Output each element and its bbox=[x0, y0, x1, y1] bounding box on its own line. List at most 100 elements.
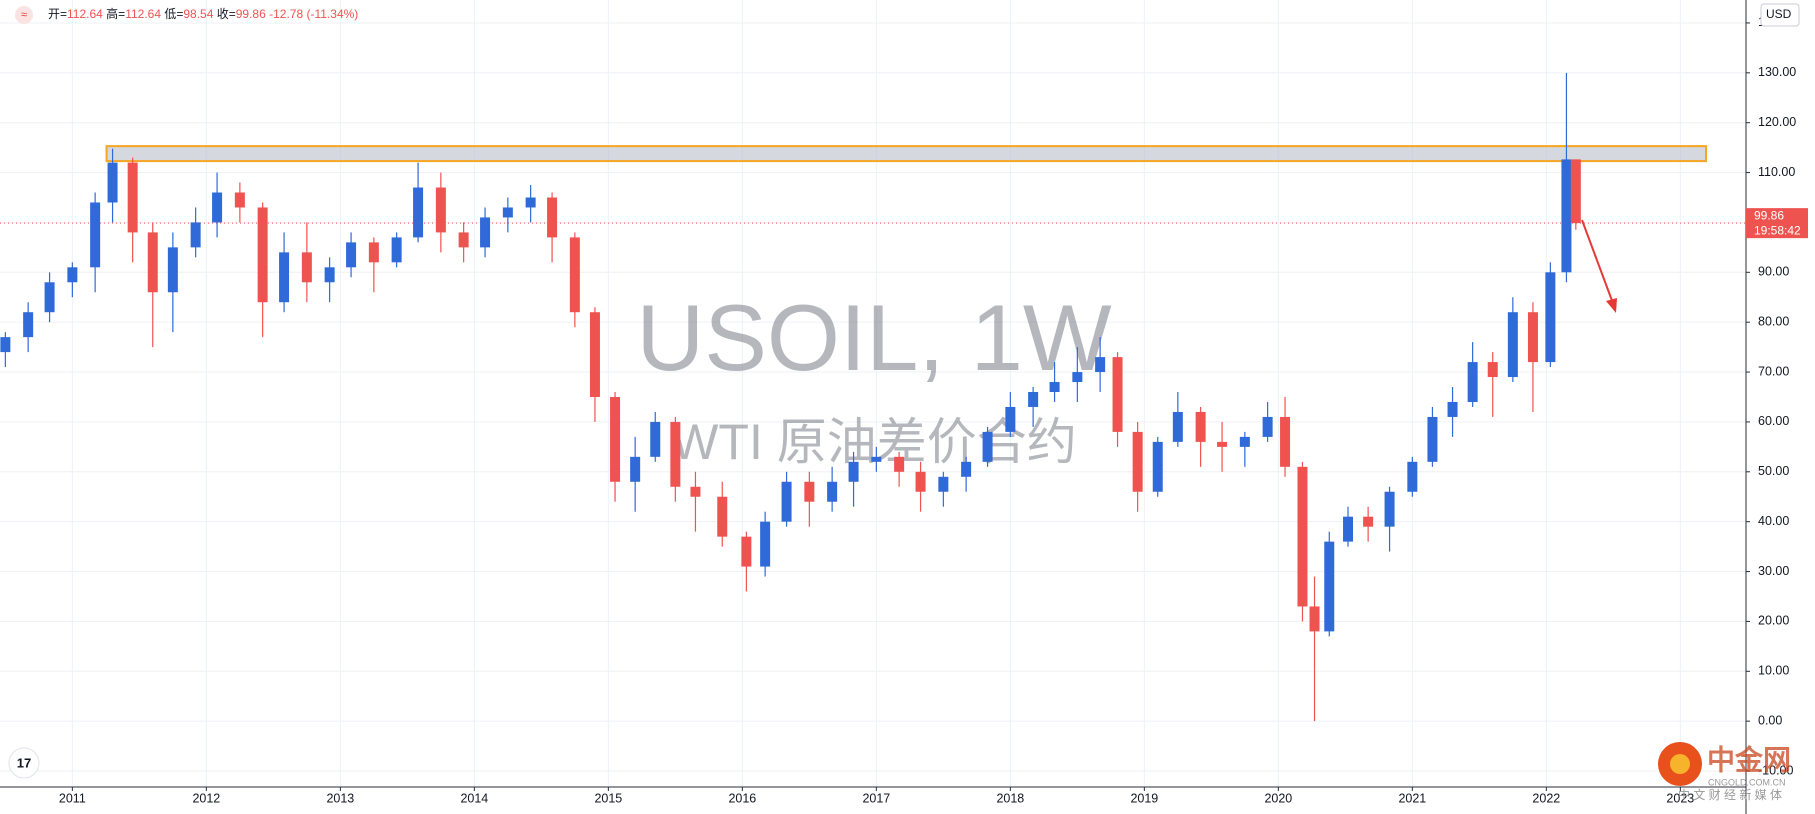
ohlc-label: 开= bbox=[48, 7, 67, 21]
candle-body bbox=[1152, 441, 1163, 492]
candle-body bbox=[368, 242, 379, 263]
header: ≈ 开=112.64 高=112.64 低=98.54 收=99.86 -12.… bbox=[15, 6, 358, 24]
candle-body bbox=[147, 232, 158, 293]
x-tick-label: 2015 bbox=[594, 791, 622, 805]
candle-body bbox=[1343, 516, 1354, 542]
annotation-arrow-head bbox=[1606, 298, 1617, 313]
y-tick-label: 0.00 bbox=[1758, 713, 1782, 727]
x-tick-label: 2017 bbox=[862, 791, 890, 805]
candle-body bbox=[982, 431, 993, 462]
candle-body bbox=[1309, 606, 1320, 632]
candle-body bbox=[480, 217, 491, 248]
currency-box[interactable] bbox=[1760, 3, 1800, 27]
candle-body bbox=[1384, 491, 1395, 527]
candle-body bbox=[1095, 357, 1106, 373]
candle-body bbox=[1280, 416, 1291, 467]
candle-body bbox=[346, 242, 357, 268]
candle-body bbox=[127, 162, 138, 233]
x-tick-label: 2016 bbox=[728, 791, 756, 805]
x-tick-label: 2019 bbox=[1130, 791, 1158, 805]
candle-body bbox=[1072, 372, 1083, 383]
tv-logo-circle[interactable] bbox=[8, 747, 40, 779]
brand-slogan: 中 文 财 经 新 媒 体 bbox=[1678, 787, 1782, 802]
x-tick-label: 2011 bbox=[59, 791, 86, 805]
candle-body bbox=[413, 187, 424, 238]
candle-body bbox=[1561, 159, 1572, 273]
change-pct: (-11.34%) bbox=[307, 7, 359, 21]
candle-body bbox=[1049, 382, 1060, 393]
candle-body bbox=[67, 267, 78, 283]
y-tick-label: 90.00 bbox=[1758, 265, 1789, 279]
currency-label[interactable]: USD bbox=[1766, 7, 1792, 21]
candle-body bbox=[547, 197, 558, 238]
tv-logo-text[interactable]: 17 bbox=[17, 755, 31, 770]
candle-body bbox=[167, 247, 178, 293]
candle-body bbox=[324, 267, 335, 283]
candle-body bbox=[1195, 411, 1206, 442]
watermark-title: USOIL, 1W bbox=[636, 285, 1112, 390]
candle-body bbox=[391, 237, 402, 263]
candle-body bbox=[1363, 516, 1374, 527]
brand-logo-inner bbox=[1670, 754, 1690, 774]
candle-body bbox=[670, 421, 681, 487]
ohlc-value: 112.64 bbox=[125, 7, 161, 21]
candle-body bbox=[894, 456, 905, 472]
currency-button[interactable]: USD bbox=[1760, 3, 1800, 27]
candle-body bbox=[1467, 362, 1478, 402]
ohlc-value: 99.86 bbox=[236, 7, 266, 21]
candle-body bbox=[1324, 541, 1335, 632]
candle-body bbox=[1239, 436, 1250, 447]
y-tick-label: 130.00 bbox=[1758, 65, 1796, 79]
annotation-arrow bbox=[1581, 219, 1615, 307]
candle-body bbox=[190, 222, 201, 248]
price-tag bbox=[1746, 208, 1808, 239]
candle-body bbox=[435, 187, 446, 233]
candle-body bbox=[630, 456, 641, 482]
x-tick-label: 2012 bbox=[192, 791, 220, 805]
candle-body bbox=[1570, 159, 1581, 224]
candle-body bbox=[1527, 312, 1538, 363]
x-tick-label: 2013 bbox=[326, 791, 354, 805]
candle-body bbox=[44, 282, 55, 313]
candle-body bbox=[1262, 416, 1273, 437]
candle-body bbox=[234, 192, 245, 208]
candle-body bbox=[610, 396, 621, 482]
y-tick-label: 80.00 bbox=[1758, 314, 1789, 328]
candle-body bbox=[589, 312, 600, 397]
candle-body bbox=[871, 456, 882, 462]
y-tick-label: 30.00 bbox=[1758, 564, 1789, 578]
candle-body bbox=[1217, 441, 1228, 447]
candle-body bbox=[1507, 312, 1518, 378]
brand: 中金网 CNGOLD.COM.CN 中 文 财 经 新 媒 体 bbox=[1658, 742, 1791, 802]
candle-body bbox=[1112, 357, 1123, 432]
candle-body bbox=[961, 461, 972, 477]
ohlc-legend: 开=112.64 高=112.64 低=98.54 收=99.86 -12.78… bbox=[48, 6, 358, 21]
candle-body bbox=[781, 481, 792, 522]
x-tick-label: 2020 bbox=[1264, 791, 1292, 805]
y-tick-label: 20.00 bbox=[1758, 614, 1789, 628]
symbol-icon-glyph: ≈ bbox=[21, 9, 27, 21]
candle-body bbox=[1005, 406, 1016, 432]
candle-body bbox=[848, 461, 859, 482]
candle-body bbox=[915, 471, 926, 492]
y-tick-label: 70.00 bbox=[1758, 364, 1789, 378]
x-tick-label: 2021 bbox=[1398, 791, 1426, 805]
y-tick-label: 120.00 bbox=[1758, 115, 1796, 129]
candle-body bbox=[938, 476, 949, 492]
candle-body bbox=[1028, 392, 1039, 407]
y-tick-label: 110.00 bbox=[1758, 165, 1795, 179]
candle-body bbox=[458, 232, 469, 248]
tv-logo[interactable]: 17 bbox=[8, 747, 40, 779]
y-tick-label: 40.00 bbox=[1758, 514, 1789, 528]
candle-body bbox=[1545, 272, 1556, 363]
brand-url: CNGOLD.COM.CN bbox=[1708, 777, 1786, 787]
candle-body bbox=[690, 486, 701, 497]
candle-body bbox=[23, 312, 34, 338]
candle-body bbox=[0, 337, 11, 353]
candle-body bbox=[301, 252, 312, 283]
symbol-icon bbox=[15, 6, 33, 24]
y-tick-label: -10.00 bbox=[1758, 763, 1793, 777]
plot bbox=[0, 72, 1746, 722]
price-tag-value: 99.86 bbox=[1754, 208, 1784, 222]
